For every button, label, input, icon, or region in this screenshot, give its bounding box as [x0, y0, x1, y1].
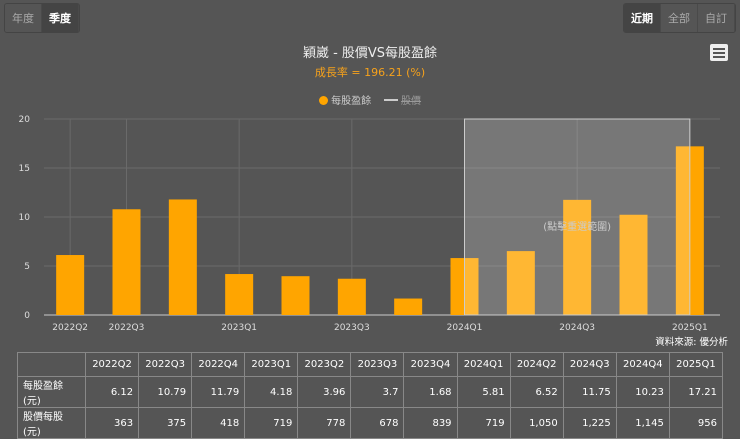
eps-bar-chart: 0 5 10 15 20 2022Q2 2022Q3 2023Q1 2023Q3 2024Q1 20… — [19, 115, 720, 333]
table-cell: 2022Q4 — [191, 352, 246, 377]
y-tick-label: 0 — [24, 311, 30, 321]
annual-button[interactable]: 年度 — [5, 4, 42, 32]
table-cell — [17, 352, 86, 377]
bar-2023Q2[interactable] — [281, 276, 310, 315]
table-cell: 2023Q1 — [244, 352, 299, 377]
legend: 每股盈餘 股價 — [0, 92, 740, 107]
table-cell: 2022Q2 — [84, 352, 140, 377]
legend-item-eps[interactable]: 每股盈餘 — [318, 96, 371, 107]
y-tick-label: 20 — [19, 115, 31, 125]
x-tick-label: 2024Q3 — [559, 323, 595, 333]
table-cell: 3.7 — [350, 376, 405, 408]
line-icon — [383, 99, 398, 101]
table-row: 每股盈餘(元) 6.12 10.79 11.79 4.18 3.96 3.7 1.68 5.81… — [17, 376, 724, 408]
circle-icon — [318, 96, 328, 105]
table-cell: 2025Q1 — [668, 352, 724, 377]
table-cell: 1.68 — [403, 376, 458, 408]
table-cell: 每股盈餘(元) — [17, 376, 86, 408]
bar-2024Q4[interactable] — [619, 214, 648, 315]
chart-title: 穎崴 - 股價VS每股盈餘 — [302, 46, 438, 61]
quarterly-button[interactable]: 季度 — [42, 4, 79, 32]
table-cell: 2023Q4 — [403, 352, 458, 377]
x-tick-label: 2022Q3 — [109, 323, 145, 333]
range-hint: (點擊重選範圍) — [543, 220, 611, 233]
x-tick-label: 2023Q3 — [334, 323, 370, 333]
table-cell: 2024Q4 — [615, 352, 670, 377]
table-cell: 2024Q3 — [562, 352, 617, 377]
legend-item-price[interactable]: 股價 — [383, 96, 421, 107]
all-button[interactable]: 全部 — [661, 4, 698, 32]
bar-2022Q3[interactable] — [112, 209, 141, 315]
y-tick-label: 5 — [24, 262, 30, 272]
x-tick-label: 2024Q1 — [447, 323, 483, 333]
table-cell: 4.18 — [244, 376, 299, 408]
range-toggle: 近期 全部 自訂 — [623, 3, 736, 33]
table-cell: 11.75 — [562, 376, 617, 408]
period-toggle: 年度 季度 — [4, 3, 80, 33]
bar-2022Q2[interactable] — [56, 255, 85, 315]
x-tick-label: 2025Q1 — [672, 323, 708, 333]
table-header: 2022Q2 2022Q3 2022Q4 2023Q1 2023Q2 2023Q3 2023… — [17, 352, 724, 377]
table-cell: 10.79 — [138, 376, 193, 408]
selected-range[interactable] — [464, 118, 691, 316]
menu-icon[interactable] — [710, 44, 728, 61]
bar-2024Q2[interactable] — [506, 251, 535, 315]
table-cell: 2023Q2 — [297, 352, 352, 377]
bar-2022Q4[interactable] — [168, 199, 197, 315]
bar-2024Q3[interactable] — [563, 199, 592, 315]
table-cell: 5.81 — [456, 376, 511, 408]
x-tick-label: 2023Q1 — [221, 323, 257, 333]
y-tick-label: 10 — [19, 213, 31, 223]
table-cell: 17.21 — [668, 376, 724, 408]
data-table: 2022Q2 2022Q3 2022Q4 2023Q1 2023Q2 2023Q3 2023… — [17, 352, 724, 439]
recent-button[interactable]: 近期 — [624, 4, 661, 32]
data-source: 資料來源: 優分析 — [655, 337, 728, 348]
table-cell: 10.23 — [615, 376, 670, 408]
table-cell: 6.12 — [84, 376, 140, 408]
table-cell: 3.96 — [297, 376, 352, 408]
table-cell: 2024Q2 — [509, 352, 564, 377]
table-cell: 6.52 — [509, 376, 564, 408]
bar-2023Q4[interactable] — [394, 298, 423, 315]
bar-2023Q1[interactable] — [225, 274, 254, 315]
table-cell: 2022Q3 — [138, 352, 193, 377]
y-tick-label: 15 — [19, 164, 30, 174]
table-cell: 11.79 — [191, 376, 246, 408]
bar-2023Q3[interactable] — [337, 278, 366, 315]
table-cell: 2024Q1 — [456, 352, 511, 377]
table-cell: 2023Q3 — [350, 352, 405, 377]
custom-button[interactable]: 自訂 — [698, 4, 735, 32]
x-tick-label: 2022Q2 — [52, 323, 88, 333]
growth-rate: 成長率 = 196.21 (%) — [314, 66, 426, 79]
